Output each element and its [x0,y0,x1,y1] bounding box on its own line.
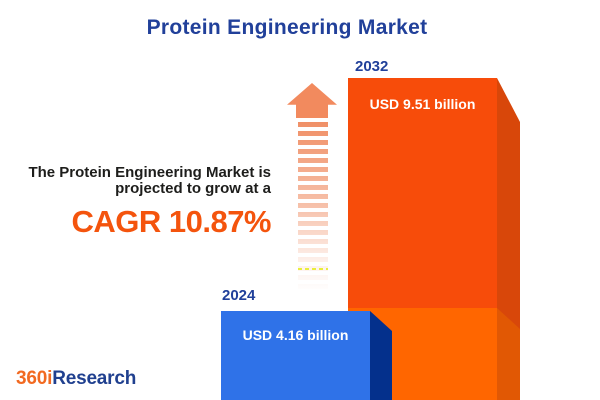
bar-2024 [221,311,370,400]
logo-part-360i: 360i [16,368,53,389]
annotation-line-1: The Protein Engineering Market is [28,164,271,181]
annotation-line-2: projected to grow at a [115,180,271,197]
page-title: Protein Engineering Market [146,16,428,39]
bar-2032-year-label: 2032 [355,58,389,75]
bar-2032-value-label: USD 9.51 billion [369,96,476,112]
bar-2024-side [370,311,392,400]
brand-logo: 360iResearch [16,368,136,390]
growth-annotation: The Protein Engineering Market is projec… [11,165,271,240]
yellow-dashed-line [298,268,328,270]
bar-2024-year-label: 2024 [222,287,256,304]
cagr-value: CAGR 10.87% [71,204,271,239]
bar-2032-side-lower [497,308,520,400]
bar-2032 [348,78,497,308]
growth-arrow-icon [287,83,337,118]
growth-arrow-fade [296,122,330,293]
bar-2024-value-label: USD 4.16 billion [242,327,349,343]
logo-part-research: Research [52,368,137,389]
